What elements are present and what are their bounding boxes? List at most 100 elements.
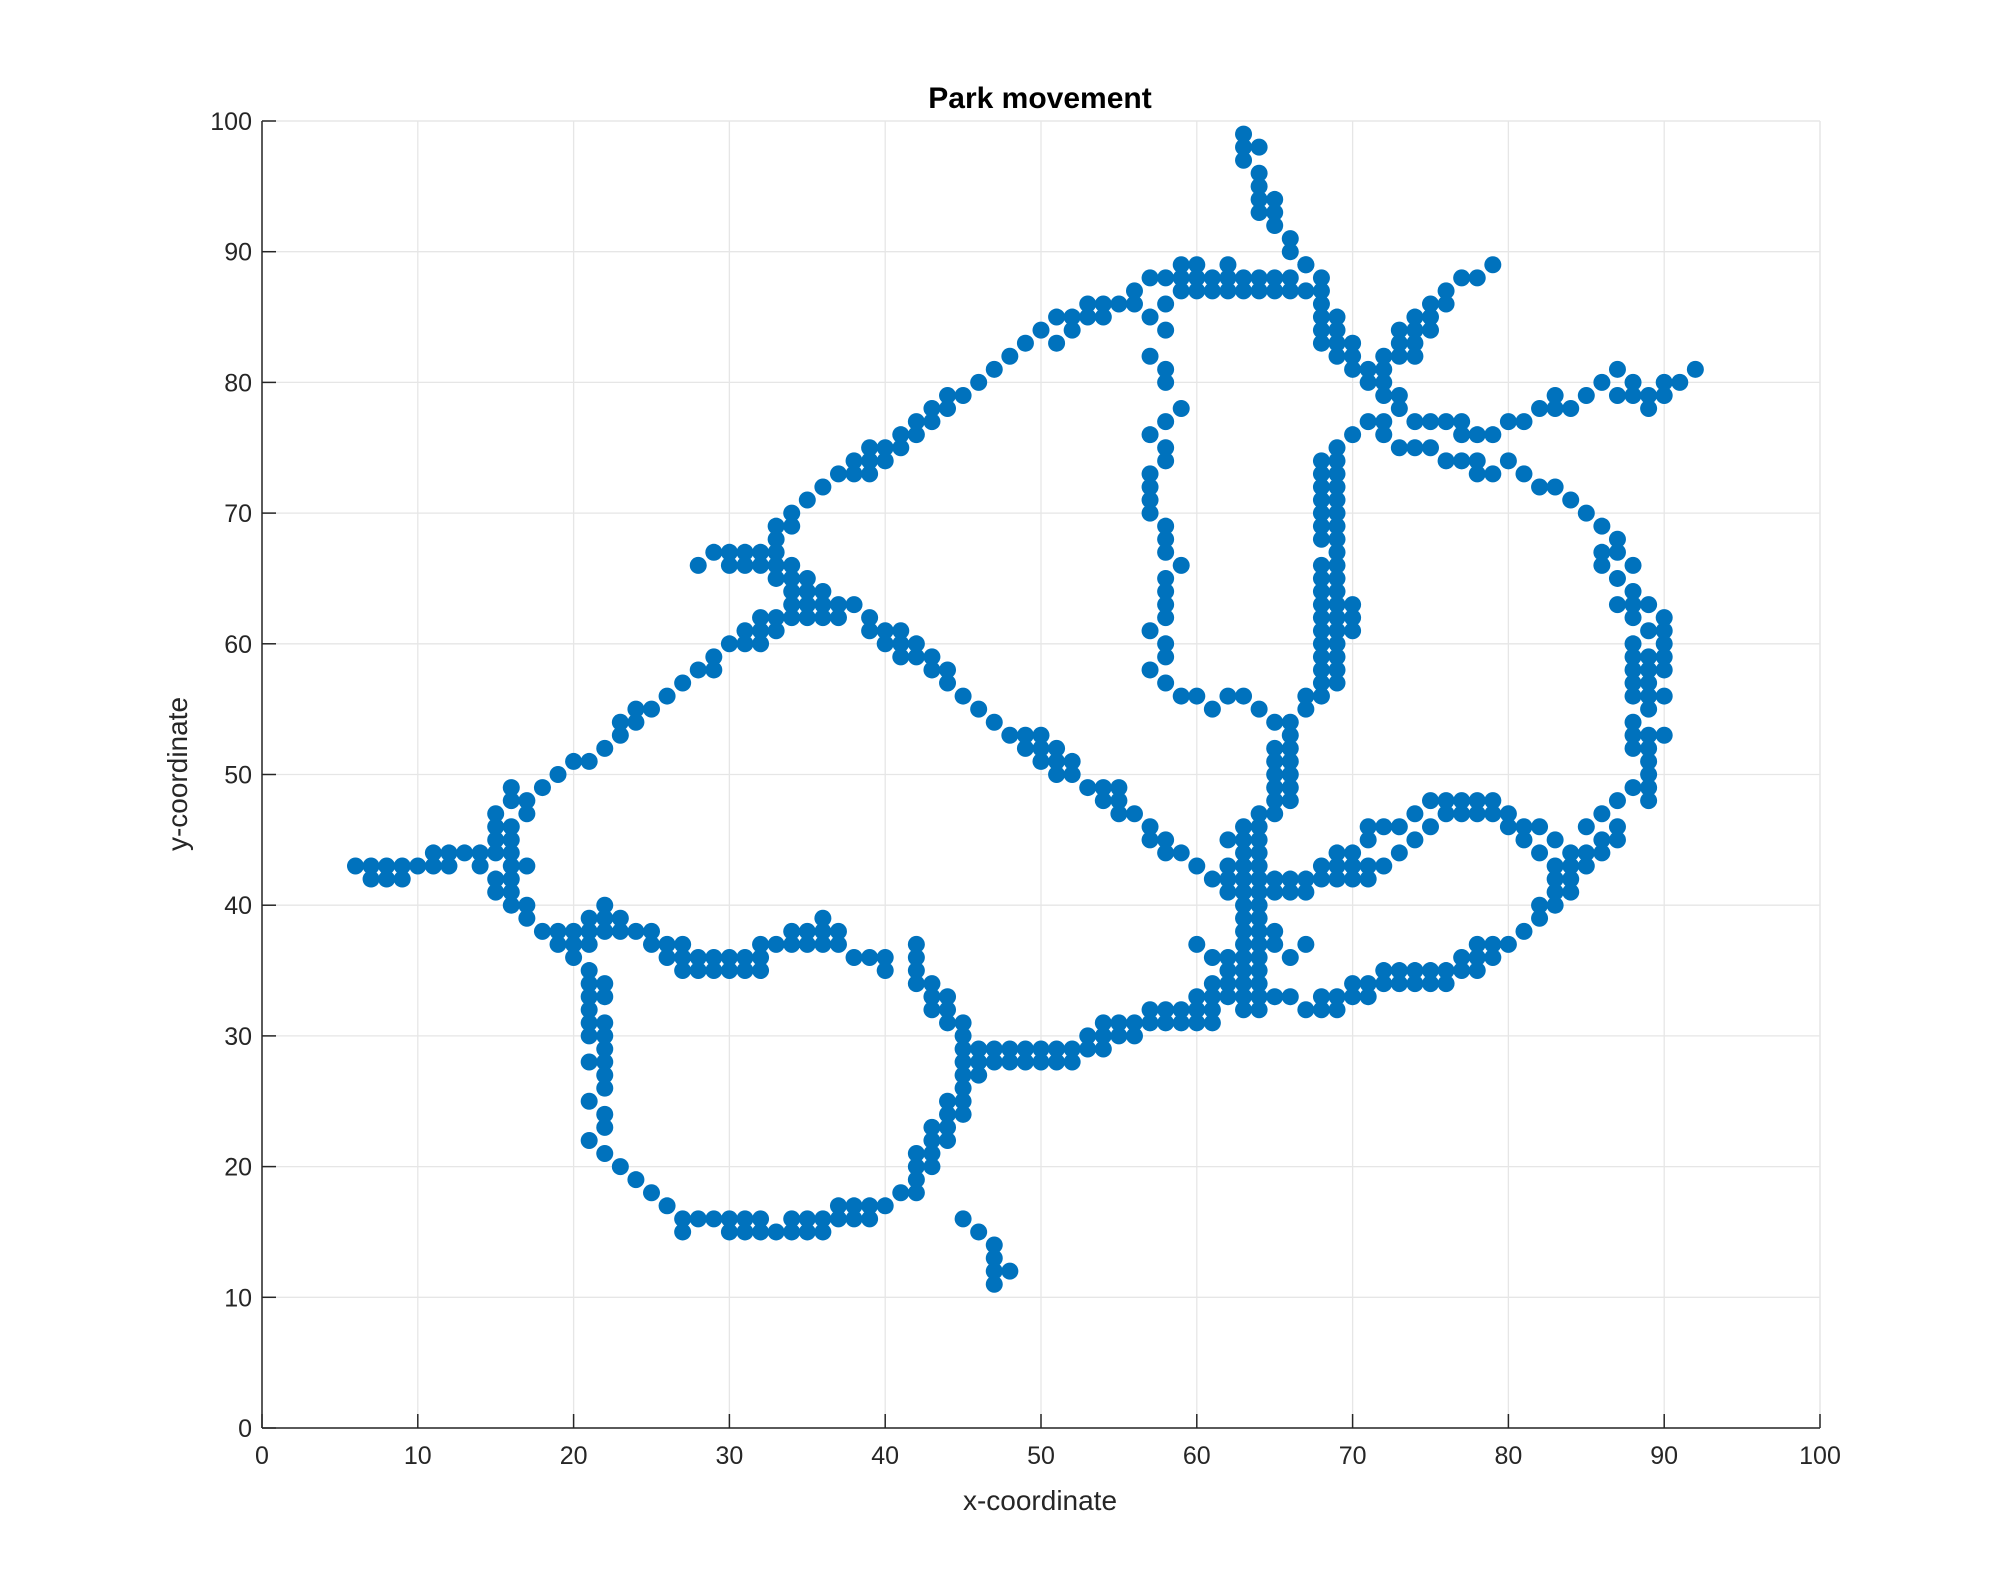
data-point	[939, 661, 957, 679]
data-point	[1281, 883, 1299, 901]
data-point	[1188, 687, 1206, 705]
data-point	[923, 400, 941, 418]
data-point	[1235, 687, 1253, 705]
data-point	[1624, 635, 1642, 653]
data-point	[1608, 530, 1626, 548]
data-point	[1250, 857, 1268, 875]
data-point	[1390, 334, 1408, 352]
data-point	[565, 922, 583, 940]
data-point	[1250, 975, 1268, 993]
data-point	[798, 583, 816, 601]
data-point	[939, 1014, 957, 1032]
data-point	[1063, 752, 1081, 770]
data-point	[1375, 975, 1393, 993]
data-point	[1406, 334, 1424, 352]
data-point	[1219, 282, 1237, 300]
data-point	[611, 726, 629, 744]
data-point	[1546, 386, 1564, 404]
data-point	[1328, 491, 1346, 509]
data-point	[1281, 792, 1299, 810]
data-point	[1422, 792, 1439, 810]
data-point	[549, 922, 567, 940]
data-point	[783, 609, 801, 627]
data-point	[1499, 805, 1517, 823]
data-point	[1344, 426, 1362, 444]
data-point	[1484, 792, 1502, 810]
data-point	[580, 1092, 598, 1110]
data-point	[1281, 779, 1299, 797]
y-tick-label: 20	[224, 1154, 252, 1182]
data-point	[1312, 622, 1330, 640]
data-point	[518, 896, 536, 914]
data-point	[1172, 687, 1190, 705]
data-point	[627, 700, 645, 718]
x-tick-label: 0	[255, 1442, 269, 1470]
data-point	[767, 530, 785, 548]
data-point	[1437, 295, 1455, 313]
data-point	[1032, 739, 1050, 757]
data-point	[518, 857, 536, 875]
data-point	[1312, 321, 1330, 339]
y-tick-label: 60	[224, 631, 252, 659]
data-point	[1577, 857, 1595, 875]
data-point	[1157, 569, 1175, 587]
data-point	[752, 556, 770, 574]
data-point	[1235, 909, 1253, 927]
data-point	[1188, 1014, 1206, 1032]
data-point	[876, 439, 894, 457]
data-point	[1250, 935, 1268, 953]
data-point	[596, 739, 614, 757]
data-point	[1266, 713, 1284, 731]
data-point	[1640, 752, 1658, 770]
data-point	[393, 857, 411, 875]
data-point	[1344, 334, 1362, 352]
data-point	[1624, 556, 1642, 574]
data-point	[1219, 883, 1237, 901]
data-point	[1655, 726, 1673, 744]
data-point	[1640, 726, 1658, 744]
data-point	[1624, 687, 1642, 705]
data-point	[502, 818, 520, 836]
data-point	[985, 1275, 1003, 1293]
data-point	[752, 962, 770, 980]
data-point	[767, 609, 785, 627]
data-point	[409, 857, 427, 875]
data-point	[1219, 687, 1237, 705]
data-point	[1297, 1001, 1315, 1019]
data-point	[783, 556, 801, 574]
data-point	[1562, 844, 1580, 862]
data-point	[798, 935, 816, 953]
data-point	[954, 1040, 972, 1058]
data-point	[1468, 792, 1486, 810]
data-point	[954, 1014, 972, 1032]
data-point	[720, 1210, 738, 1228]
data-point	[1312, 674, 1330, 692]
data-point	[1048, 766, 1066, 783]
data-point	[861, 439, 879, 457]
data-point	[923, 648, 941, 666]
data-point	[658, 687, 676, 705]
data-point	[1608, 386, 1626, 404]
data-point	[424, 857, 442, 875]
data-point	[939, 1001, 957, 1019]
data-point	[1016, 726, 1034, 744]
data-point	[829, 609, 847, 627]
data-point	[1001, 1053, 1019, 1071]
data-point	[829, 596, 847, 614]
data-point	[1531, 844, 1549, 862]
data-point	[1484, 805, 1502, 823]
data-point	[1312, 504, 1330, 522]
data-point	[1468, 452, 1486, 470]
data-point	[1250, 805, 1268, 823]
data-point	[1640, 779, 1658, 797]
data-points	[346, 125, 1704, 1293]
data-point	[1437, 805, 1455, 823]
data-point	[1608, 831, 1626, 849]
data-point	[580, 1053, 598, 1071]
data-point	[502, 831, 520, 849]
data-point	[1188, 935, 1206, 953]
data-point	[1032, 321, 1050, 339]
data-point	[1219, 256, 1237, 274]
data-point	[1266, 922, 1284, 940]
data-point	[1235, 818, 1253, 836]
